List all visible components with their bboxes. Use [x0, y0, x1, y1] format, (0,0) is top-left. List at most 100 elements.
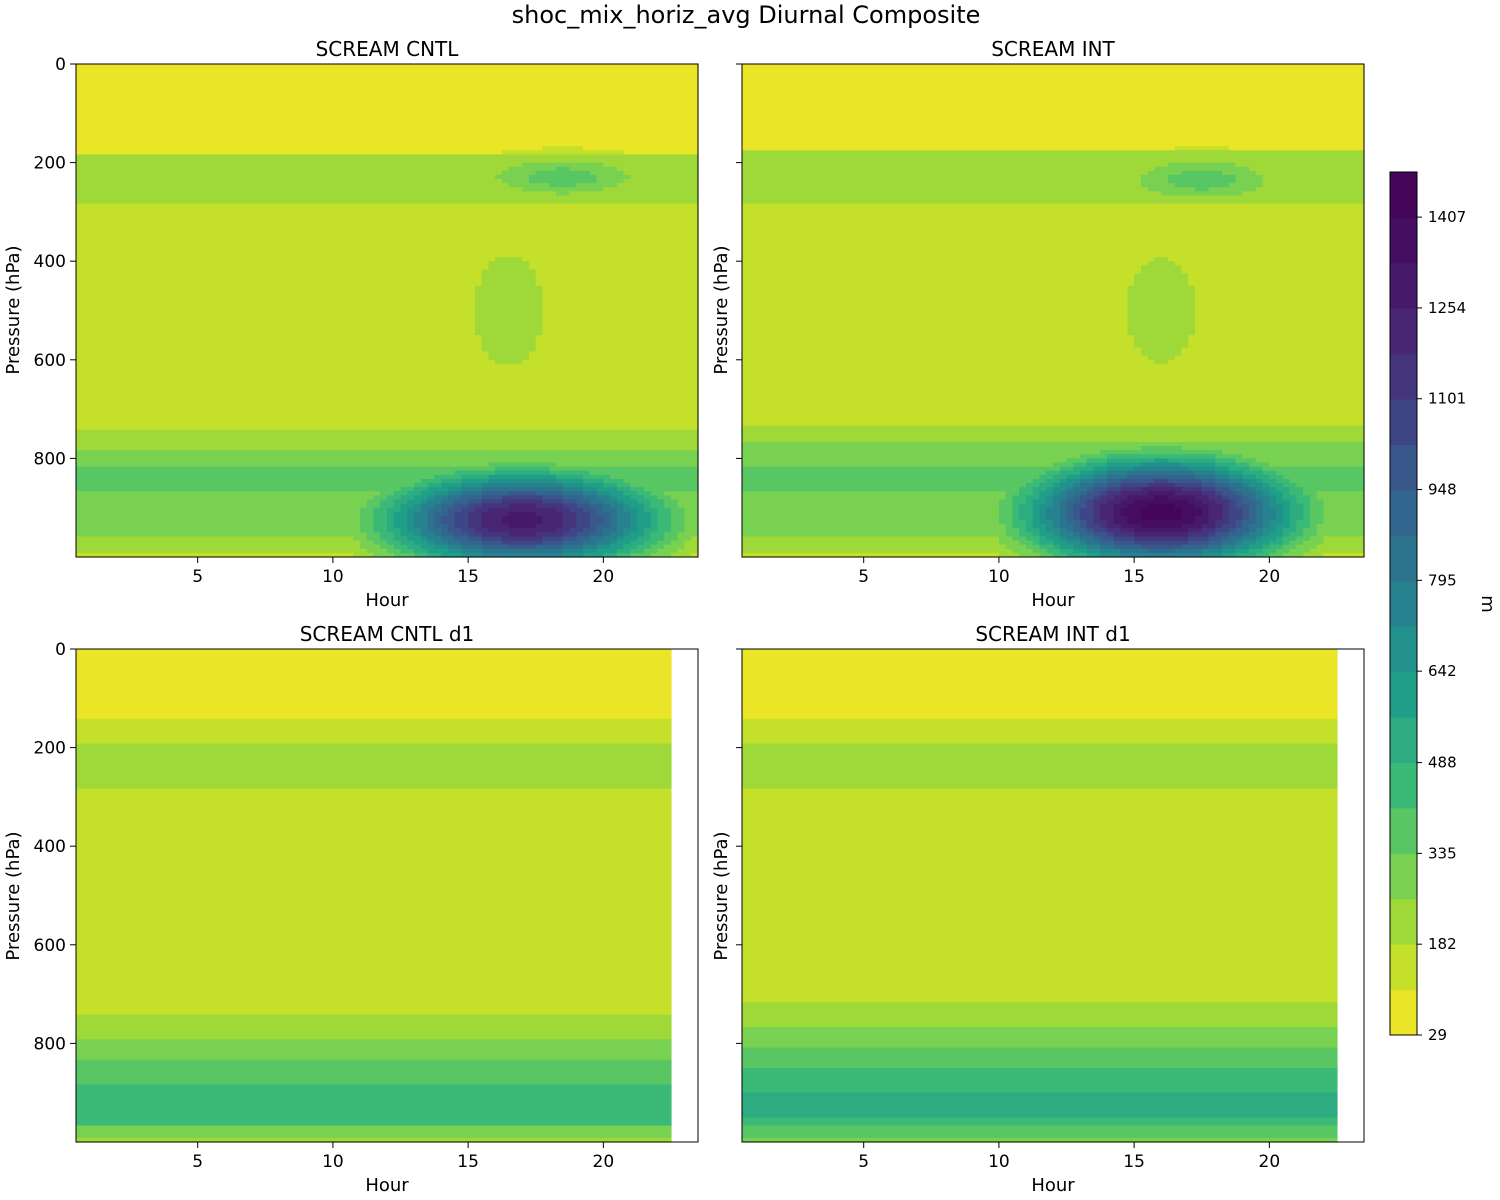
contour-cell [670, 495, 699, 501]
contour-cell [1181, 524, 1203, 529]
contour-cell [535, 170, 591, 176]
contour-cell [501, 150, 625, 155]
contour-cell [420, 536, 429, 542]
contour-cell [393, 544, 408, 550]
contour-cell [1080, 515, 1095, 521]
contour-cell [76, 224, 699, 229]
contour-cell [1201, 491, 1216, 496]
contour-cell [1012, 536, 1027, 542]
contour-cell [1309, 520, 1325, 525]
contour-cell [1127, 302, 1196, 307]
contour-cell [742, 788, 1338, 794]
contour-cell [742, 446, 1142, 451]
contour-cell [1309, 536, 1325, 542]
contour-cell [501, 179, 530, 184]
contour-cell [1188, 532, 1210, 538]
contour-cell [1134, 466, 1189, 472]
contour-cell [1032, 515, 1041, 521]
contour-cell [1086, 491, 1101, 496]
x-axis-ticks: 5 10 15 20 [192, 1142, 614, 1172]
contour-cell [76, 1002, 672, 1008]
contour-cell [1066, 507, 1074, 513]
contour-cell [1113, 495, 1128, 501]
contour-cell [670, 540, 686, 546]
contour-cell [1073, 515, 1081, 521]
contour-cell [427, 524, 435, 529]
contour-cell [420, 544, 435, 550]
contour-cell [1012, 495, 1027, 501]
contour-cell [1147, 187, 1196, 192]
contour-cell [1039, 483, 1054, 488]
contour-cell [414, 487, 429, 492]
contour-cell [616, 552, 631, 558]
contour-cell [447, 524, 456, 529]
contour-cell [1215, 466, 1230, 472]
contour-cell [1093, 507, 1101, 513]
y-axis-label: Pressure (hPa) [3, 245, 24, 374]
contour-cell [1134, 540, 1189, 546]
contour-cell [1080, 483, 1095, 488]
contour-cell [1262, 524, 1270, 529]
contour-cell [1282, 528, 1297, 533]
contour-cell [76, 850, 672, 856]
x-tick-label: 5 [192, 1152, 203, 1172]
contour-cell [1059, 470, 1081, 476]
contour-cell [76, 710, 672, 716]
x-tick-label: 10 [988, 567, 1010, 587]
contour-cell [76, 796, 672, 802]
contour-cell [1228, 499, 1237, 505]
contour-cell [501, 495, 544, 501]
colorbar-tick-label: 1101 [1428, 390, 1466, 408]
y-axis-label: Pressure (hPa) [711, 245, 732, 374]
contour-cell [1228, 536, 1243, 542]
contour-cell [76, 764, 672, 769]
contour-cell [481, 273, 537, 279]
contour-cell [441, 515, 456, 521]
plot-frame [75, 648, 699, 1143]
contour-cell [542, 326, 699, 332]
contour-cell [1289, 540, 1304, 546]
contour-cell [657, 507, 672, 513]
contour-cell [76, 801, 672, 806]
contour-cell [461, 478, 490, 484]
contour-cell [1039, 474, 1054, 480]
contour-cell [1188, 281, 1365, 287]
contour-cell [1228, 495, 1243, 501]
contour-cell [1316, 528, 1365, 533]
contour-cell [1235, 524, 1243, 529]
contour-cell [562, 524, 577, 529]
contour-cell [742, 322, 1128, 328]
contour-cell [589, 520, 604, 525]
contour-cell [373, 495, 388, 501]
contour-cell [535, 273, 699, 279]
contour-cell [76, 1080, 672, 1086]
contour-cell [407, 528, 422, 533]
contour-cell [528, 174, 598, 180]
contour-cell [1289, 499, 1297, 505]
contour-cell [1323, 511, 1365, 517]
contour-cell [1140, 544, 1183, 550]
contour-cell [742, 998, 1338, 1003]
contour-cell [1194, 322, 1365, 328]
contour-cell [1323, 536, 1365, 542]
contour-cell [414, 532, 422, 538]
contour-cell [1120, 524, 1142, 529]
contour-cell [76, 244, 699, 250]
contour-cell [447, 548, 462, 554]
contour-cell [742, 269, 1142, 275]
contour-cell [684, 520, 699, 525]
contour-cell [373, 520, 388, 525]
contour-cell [623, 491, 638, 496]
contour-cell [1174, 261, 1365, 266]
contour-cell [76, 891, 672, 897]
contour-cell [1005, 544, 1027, 550]
contour-cell [76, 837, 672, 843]
contour-cell [76, 335, 483, 340]
contour-cell [427, 515, 435, 521]
contour-cell [742, 784, 1338, 790]
x-tick-label: 15 [457, 1152, 479, 1172]
contour-cell [603, 528, 618, 533]
contour-cell [650, 511, 659, 517]
contour-cell [76, 285, 476, 291]
